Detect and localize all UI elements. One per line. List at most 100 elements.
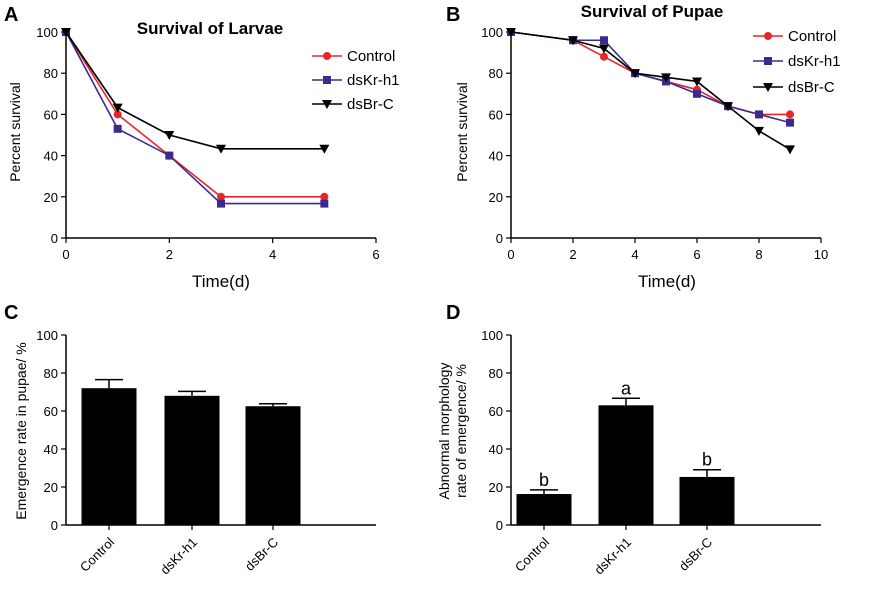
y-tick-label: 100 bbox=[481, 25, 503, 40]
data-point-dsbr bbox=[319, 144, 330, 154]
legend-label-control: Control bbox=[788, 28, 836, 45]
data-point-dsbr bbox=[785, 145, 795, 155]
series-line-dsbr bbox=[65, 31, 325, 150]
data-point-control bbox=[320, 192, 329, 201]
x-tick-label: Control bbox=[512, 534, 552, 574]
y-tick-label: 100 bbox=[36, 25, 58, 40]
data-point-control bbox=[217, 192, 225, 201]
legend-marker-control bbox=[764, 32, 772, 40]
bar-control bbox=[516, 494, 572, 525]
y-tick-label: 20 bbox=[44, 480, 58, 495]
data-point-dskr bbox=[600, 36, 608, 45]
x-tick-label: 4 bbox=[631, 247, 638, 262]
y-tick-label: 20 bbox=[489, 190, 503, 205]
data-point-control bbox=[786, 110, 794, 119]
data-point-dsbr bbox=[568, 36, 578, 46]
y-tick-label: 0 bbox=[496, 231, 503, 246]
panel-c-bar-chart: Emergence rate in pupae/ % 0 20 40 60 80 100 C… bbox=[13, 328, 376, 577]
x-tick-label: 6 bbox=[693, 247, 700, 262]
data-point-control bbox=[113, 110, 122, 119]
y-tick-label: 100 bbox=[36, 328, 58, 343]
y-tick-label: 0 bbox=[51, 518, 58, 533]
y-axis-label-line-1: Abnormal morphology bbox=[436, 363, 452, 500]
x-tick-label: 0 bbox=[507, 247, 514, 262]
significance-letter: a bbox=[621, 378, 632, 398]
series-line-dsbr bbox=[510, 31, 791, 151]
data-point-dskr bbox=[693, 89, 701, 98]
x-tick-label: 8 bbox=[755, 247, 762, 262]
x-tick-label: dsKr-h1 bbox=[157, 535, 200, 578]
y-axis-label: Percent survival bbox=[454, 82, 470, 182]
legend-label-dsbr: dsBr-C bbox=[788, 79, 835, 96]
series-line-control bbox=[65, 31, 325, 198]
series-line-control bbox=[510, 31, 790, 116]
series-line-dskr bbox=[510, 31, 791, 124]
y-tick-label: 100 bbox=[481, 328, 503, 343]
data-point-dskr bbox=[165, 151, 174, 160]
y-tick-label: 0 bbox=[496, 518, 503, 533]
x-tick-label: 4 bbox=[269, 247, 276, 262]
y-tick-label: 60 bbox=[44, 404, 58, 419]
y-tick-label: 80 bbox=[44, 366, 58, 381]
y-tick-label: 60 bbox=[489, 404, 503, 419]
x-tick-label: 2 bbox=[569, 247, 576, 262]
x-tick-label: dsKr-h1 bbox=[591, 535, 634, 578]
data-point-dsbr bbox=[61, 28, 71, 37]
bar-dsbr-c bbox=[679, 476, 735, 525]
data-point-dsbr bbox=[692, 77, 702, 87]
chart-title: Survival of Larvae bbox=[137, 19, 283, 38]
y-axis-label: Emergence rate in pupae/ % bbox=[13, 342, 29, 519]
significance-letter: b bbox=[539, 470, 549, 490]
bar-dskr-h1 bbox=[598, 405, 654, 525]
x-tick-label: dsBr-C bbox=[242, 535, 281, 574]
data-point-dskr bbox=[217, 199, 225, 208]
data-point-control bbox=[600, 52, 608, 61]
y-tick-label: 40 bbox=[44, 149, 58, 164]
data-point-dsbr bbox=[599, 44, 609, 54]
data-point-dskr bbox=[786, 118, 794, 127]
x-axis-label: Time(d) bbox=[638, 272, 696, 291]
legend-label-dskr: dsKr-h1 bbox=[347, 72, 400, 89]
y-tick-label: 40 bbox=[44, 442, 58, 457]
significance-letter: b bbox=[702, 450, 712, 470]
data-point-dsbr bbox=[506, 28, 516, 37]
series-line-dskr bbox=[65, 31, 325, 205]
x-axis-label: Time(d) bbox=[192, 272, 250, 291]
bar-dskr-h1 bbox=[164, 395, 220, 525]
panel-label-a: A bbox=[4, 4, 18, 26]
y-tick-label: 20 bbox=[489, 480, 503, 495]
panel-label-b: B bbox=[446, 4, 460, 26]
x-tick-label: 6 bbox=[372, 247, 379, 262]
y-axis-label: Percent survival bbox=[7, 82, 23, 182]
y-tick-label: 80 bbox=[489, 66, 503, 81]
y-tick-label: 60 bbox=[44, 107, 58, 122]
y-tick-label: 60 bbox=[489, 107, 503, 122]
data-point-dsbr bbox=[754, 126, 764, 136]
legend-label-control: Control bbox=[347, 48, 395, 65]
panel-b-line-chart: Survival of Pupae Time(d) Percent surviv… bbox=[454, 2, 841, 291]
y-tick-label: 20 bbox=[44, 190, 58, 205]
x-tick-label: 10 bbox=[814, 247, 828, 262]
legend-marker-dskr bbox=[323, 76, 331, 84]
x-tick-label: dsBr-C bbox=[676, 535, 715, 574]
legend-marker-control bbox=[323, 52, 331, 60]
data-point-dsbr bbox=[216, 144, 226, 154]
y-tick-label: 0 bbox=[51, 231, 58, 246]
y-tick-label: 40 bbox=[489, 442, 503, 457]
legend-marker-dskr bbox=[764, 57, 772, 65]
x-tick-label: 2 bbox=[166, 247, 173, 262]
chart-title: Survival of Pupae bbox=[581, 2, 724, 21]
data-point-dsbr bbox=[112, 103, 123, 113]
x-tick-label: 0 bbox=[62, 247, 69, 262]
legend-label-dsbr: dsBr-C bbox=[347, 96, 394, 113]
panel-label-d: D bbox=[446, 302, 460, 324]
legend-label-dskr: dsKr-h1 bbox=[788, 53, 841, 70]
legend-marker-dsbr bbox=[322, 100, 332, 109]
data-point-dsbr bbox=[661, 73, 671, 83]
x-tick-label: Control bbox=[77, 534, 117, 574]
panel-a-line-chart: Survival of Larvae Time(d) Percent survi… bbox=[7, 19, 400, 291]
panel-label-c: C bbox=[4, 302, 18, 324]
data-point-dsbr bbox=[723, 102, 733, 112]
bar-control bbox=[81, 388, 137, 525]
